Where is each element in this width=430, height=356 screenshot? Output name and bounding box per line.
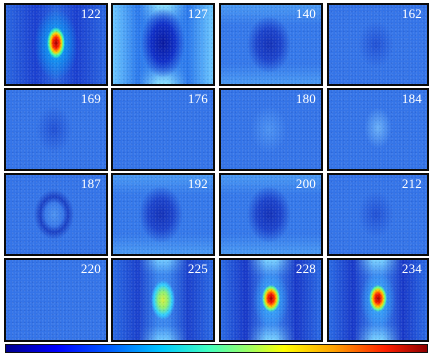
noise-texture [221,5,321,84]
noise-texture [329,260,427,340]
panel-label: 220 [80,261,101,276]
noise-texture [329,5,427,84]
image-panel: 212 [327,173,429,256]
image-panel: 169 [4,88,108,171]
heatmap-image [6,175,106,254]
noise-texture [113,260,213,340]
panel-label: 162 [401,6,422,21]
heatmap-image [221,90,321,169]
heatmap-image [221,175,321,254]
heatmap-image [221,5,321,84]
image-panel: 180 [219,88,323,171]
panel-label: 192 [187,176,208,191]
noise-texture [6,90,106,169]
image-grid: 122 127 140 162 169 176 180 184 187 192 200 212 220 2… [4,3,430,342]
panel-label: 234 [401,261,422,276]
panel-label: 212 [401,176,422,191]
panel-label: 200 [295,176,316,191]
noise-texture [113,5,213,84]
image-panel: 187 [4,173,108,256]
image-panel: 140 [219,3,323,86]
panel-label: 127 [187,6,208,21]
panel-label: 184 [401,91,422,106]
image-panel: 234 [327,258,429,342]
heatmap-image [6,260,106,340]
image-panel: 228 [219,258,323,342]
panel-label: 225 [187,261,208,276]
noise-texture [113,175,213,254]
noise-texture [6,260,106,340]
noise-texture [221,175,321,254]
noise-texture [221,260,321,340]
heatmap-image [329,175,427,254]
panel-label: 140 [295,6,316,21]
panel-label: 169 [80,91,101,106]
heatmap-image [329,260,427,340]
image-panel: 192 [111,173,215,256]
noise-texture [113,90,213,169]
heatmap-image [6,5,106,84]
noise-texture [6,5,106,84]
colorbar [5,344,428,353]
panel-label: 180 [295,91,316,106]
image-panel: 127 [111,3,215,86]
noise-texture [6,175,106,254]
image-panel: 176 [111,88,215,171]
noise-texture [221,90,321,169]
image-panel: 220 [4,258,108,342]
heatmap-image [113,90,213,169]
image-panel: 225 [111,258,215,342]
image-panel: 200 [219,173,323,256]
image-panel: 162 [327,3,429,86]
image-panel: 122 [4,3,108,86]
heatmap-image [113,260,213,340]
noise-texture [329,90,427,169]
heatmap-image [329,90,427,169]
heatmap-image [329,5,427,84]
heatmap-image [113,5,213,84]
panel-label: 187 [80,176,101,191]
panel-label: 122 [80,6,101,21]
heatmap-image [113,175,213,254]
image-panel: 184 [327,88,429,171]
heatmap-image [221,260,321,340]
panel-label: 228 [295,261,316,276]
heatmap-image [6,90,106,169]
noise-texture [329,175,427,254]
panel-label: 176 [187,91,208,106]
